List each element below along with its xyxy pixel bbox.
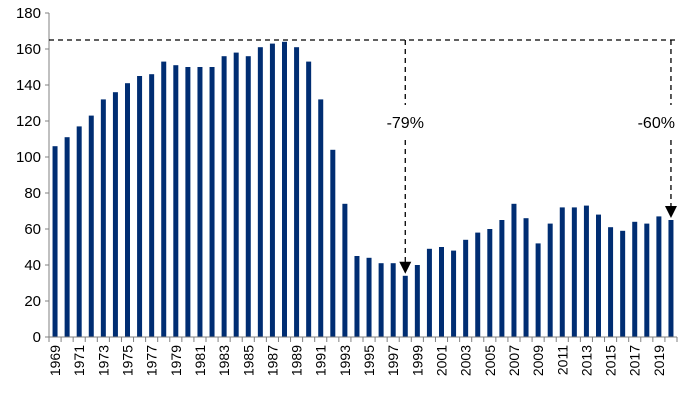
bar-2003 xyxy=(463,239,469,337)
y-tick-label: 0 xyxy=(33,329,41,346)
bar-1975 xyxy=(125,83,130,337)
bar-1978 xyxy=(161,61,167,337)
x-tick-label: 1995 xyxy=(361,345,377,376)
bar-1979 xyxy=(173,65,179,337)
bar-2016 xyxy=(620,230,626,337)
bar-1990 xyxy=(306,61,312,337)
x-tick-label: 1999 xyxy=(409,345,425,376)
x-tick-label: 1973 xyxy=(95,345,111,376)
bar-2018 xyxy=(644,223,650,337)
bar-1987 xyxy=(269,43,275,337)
x-tick-label: 1969 xyxy=(47,345,63,376)
x-tick-label: 2019 xyxy=(651,345,667,376)
bar-1997 xyxy=(390,263,396,337)
bar-1980 xyxy=(185,67,191,337)
bar-1998 xyxy=(402,275,408,337)
bar-2008 xyxy=(523,218,529,337)
bar-2000 xyxy=(426,248,432,337)
x-tick-label: 2011 xyxy=(554,345,570,375)
x-tick-label: 1991 xyxy=(313,345,329,376)
x-tick-label: 1993 xyxy=(337,345,353,376)
bar-1977 xyxy=(149,74,155,337)
y-tick-label: 120 xyxy=(16,113,41,130)
x-tick-label: 1981 xyxy=(192,345,208,376)
bar-1970 xyxy=(64,137,70,337)
x-tick-label: 2013 xyxy=(578,345,594,376)
bar-2017 xyxy=(632,221,638,337)
bar-2015 xyxy=(608,227,614,337)
bar-2002 xyxy=(451,250,457,337)
x-tick-label: 2017 xyxy=(627,345,643,376)
bar-1982 xyxy=(209,67,215,337)
bar-2013 xyxy=(583,205,589,337)
y-tick-label: 40 xyxy=(24,257,41,274)
y-tick-label: 160 xyxy=(16,41,41,58)
x-tick-label: 1989 xyxy=(289,345,305,376)
bar-1989 xyxy=(294,47,300,337)
bar-2010 xyxy=(547,223,553,337)
bar-2006 xyxy=(499,220,505,337)
bar-1988 xyxy=(282,41,287,338)
x-tick-label: 1975 xyxy=(120,345,136,376)
bar-2007 xyxy=(511,203,517,337)
bar-1972 xyxy=(88,115,94,337)
bar-2019 xyxy=(656,216,662,337)
x-tick-label: 2003 xyxy=(458,345,474,376)
x-tick-label: 1977 xyxy=(144,345,160,376)
bar-2004 xyxy=(475,232,481,337)
y-tick-label: 80 xyxy=(24,185,41,202)
arrow-down-icon xyxy=(664,206,677,218)
bar-1969 xyxy=(52,146,58,337)
x-tick-label: 1987 xyxy=(264,345,280,376)
y-tick-label: 60 xyxy=(24,221,41,238)
bar-2009 xyxy=(535,243,541,337)
bar-1986 xyxy=(257,47,263,337)
bar-1996 xyxy=(378,263,384,337)
bar-2012 xyxy=(571,207,577,337)
bar-2011 xyxy=(559,207,565,337)
bar-1985 xyxy=(245,56,251,337)
bar-1984 xyxy=(233,52,239,337)
bar-1993 xyxy=(342,203,348,337)
y-tick-label: 140 xyxy=(16,77,41,94)
bar-1995 xyxy=(366,257,372,337)
x-tick-label: 1971 xyxy=(71,345,87,376)
x-tick-label: 1983 xyxy=(216,345,232,376)
bar-2020 xyxy=(668,220,674,337)
x-tick-label: 1985 xyxy=(240,345,256,376)
bar-2001 xyxy=(439,247,444,337)
bar-1991 xyxy=(318,99,324,338)
bar-1976 xyxy=(137,76,143,337)
annotation-label: -60% xyxy=(638,115,675,132)
arrow-down-icon xyxy=(399,261,412,274)
x-tick-label: 2007 xyxy=(506,345,522,376)
x-tick-label: 1997 xyxy=(385,345,401,376)
x-tick-label: 2001 xyxy=(434,345,450,376)
bar-1983 xyxy=(221,56,227,337)
bar-1992 xyxy=(330,149,336,337)
y-tick-label: 20 xyxy=(24,293,41,310)
annotation-label: -79% xyxy=(387,115,424,132)
x-tick-label: 2009 xyxy=(530,345,546,376)
y-tick-label: 180 xyxy=(16,5,41,22)
bar-1973 xyxy=(100,99,106,338)
bar-2014 xyxy=(596,214,601,337)
x-tick-label: 1979 xyxy=(168,345,184,376)
y-tick-label: 100 xyxy=(16,149,41,166)
bar-2005 xyxy=(487,229,493,337)
x-tick-label: 2005 xyxy=(482,345,498,376)
bar-1981 xyxy=(197,67,203,337)
bar-1974 xyxy=(112,92,118,337)
x-tick-label: 2015 xyxy=(603,345,619,376)
bar-1971 xyxy=(76,126,82,338)
bar-1994 xyxy=(354,256,360,337)
bar-1999 xyxy=(414,265,420,337)
